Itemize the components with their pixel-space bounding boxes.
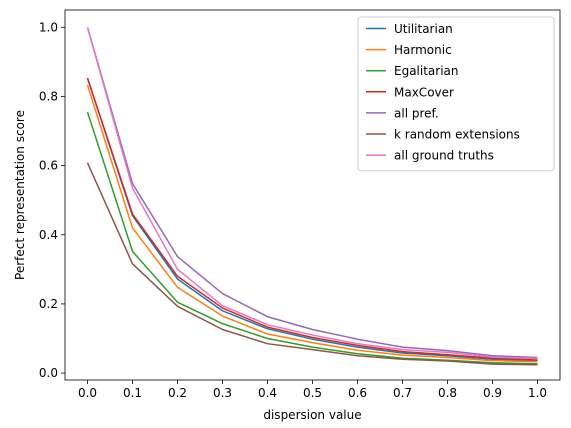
legend-label: Egalitarian [394, 64, 459, 78]
x-tick-label: 0.1 [123, 386, 142, 400]
x-tick-label: 0.8 [438, 386, 457, 400]
y-tick-label: 0.4 [39, 228, 58, 242]
legend: Utilitarian Harmonic Egalitarian MaxCover al… [357, 16, 555, 172]
y-tick-label: 0.8 [39, 89, 58, 103]
legend-label: MaxCover [394, 85, 454, 99]
legend-label: all ground truths [394, 149, 494, 163]
legend-box [357, 16, 555, 172]
legend-label: k random extensions [394, 128, 520, 142]
series-line-3 [86, 77, 538, 361]
y-tick-label: 1.0 [39, 20, 58, 34]
x-tick-label: 0.7 [393, 386, 412, 400]
series-line-1 [86, 84, 538, 363]
y-tick-label: 0.2 [39, 297, 58, 311]
series-line-2 [86, 111, 538, 365]
series-line-0 [86, 77, 538, 362]
y-axis-title: Perfect representation score [13, 110, 27, 280]
x-tick-label: 0.6 [348, 386, 367, 400]
legend-label: Utilitarian [394, 22, 453, 36]
x-axis-title: dispersion value [263, 408, 361, 422]
y-axis: 0.0 0.2 0.4 0.6 0.8 1.0 [39, 20, 65, 380]
x-tick-label: 0.3 [213, 386, 232, 400]
legend-label: all pref. [394, 106, 439, 120]
x-tick-label: 0.5 [303, 386, 322, 400]
x-tick-label: 0.9 [483, 386, 502, 400]
x-tick-label: 0.4 [258, 386, 277, 400]
x-tick-label: 1.0 [528, 386, 547, 400]
series-line-6 [86, 27, 538, 360]
series-line-4 [86, 27, 538, 359]
y-tick-label: 0.0 [39, 366, 58, 380]
y-tick-label: 0.6 [39, 159, 58, 173]
legend-label: Harmonic [394, 43, 452, 57]
x-axis: 0.0 0.1 0.2 0.3 0.4 0.5 0.6 0.7 0.8 0.9 1.0 [78, 380, 547, 400]
series-line-5 [86, 162, 538, 366]
plot-area [86, 27, 538, 366]
x-tick-label: 0.2 [168, 386, 187, 400]
x-tick-label: 0.0 [78, 386, 97, 400]
